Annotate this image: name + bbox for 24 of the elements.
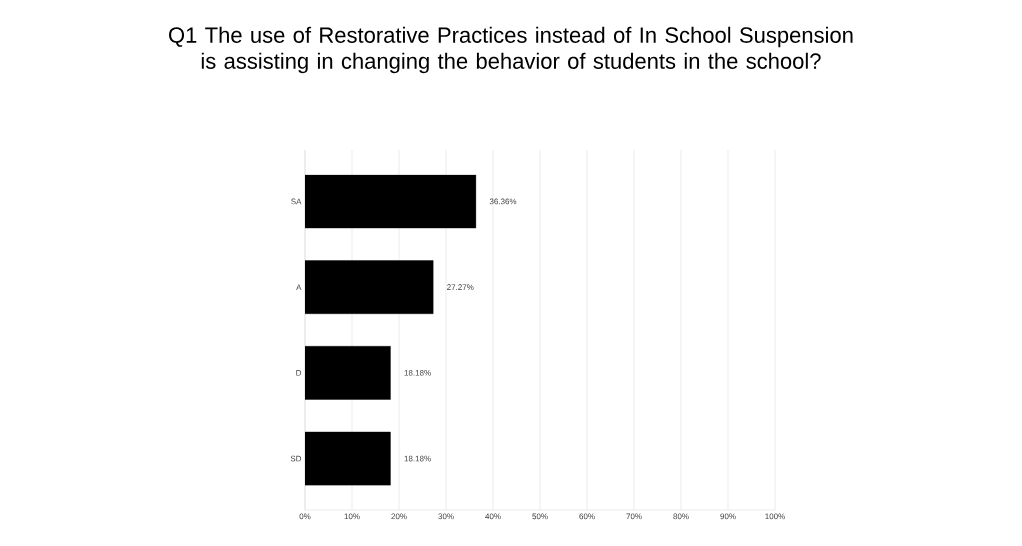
y-tick-label: SA (291, 198, 302, 205)
x-tick-label: 40% (485, 513, 501, 520)
bar (305, 174, 477, 229)
x-tick-label: 10% (344, 513, 360, 520)
x-tick-label: 50% (532, 513, 548, 520)
x-tick-label: 30% (438, 513, 454, 520)
x-tick-label: 20% (391, 513, 407, 520)
y-tick-label: SD (290, 455, 302, 462)
y-tick-label: A (296, 284, 302, 290)
data-label: 18.18% (404, 455, 431, 462)
bar (305, 260, 434, 314)
x-tick-label: 0% (299, 513, 311, 520)
data-label: 36.36% (489, 198, 517, 205)
chart-title: Q1 The use of Restorative Practices instead of In School Suspension is assisting in changing the behavior of students in the school? (169, 26, 853, 74)
y-tick-label: D (296, 370, 302, 376)
bar (305, 431, 391, 486)
data-label: 18.18% (404, 370, 431, 376)
bar (305, 346, 391, 400)
x-tick-label: 70% (626, 513, 642, 520)
x-tick-label: 90% (720, 513, 736, 520)
x-tick-label: 100% (765, 513, 785, 520)
x-tick-label: 60% (579, 513, 595, 520)
x-tick-label: 80% (673, 513, 689, 520)
data-label: 27.27% (447, 284, 474, 290)
